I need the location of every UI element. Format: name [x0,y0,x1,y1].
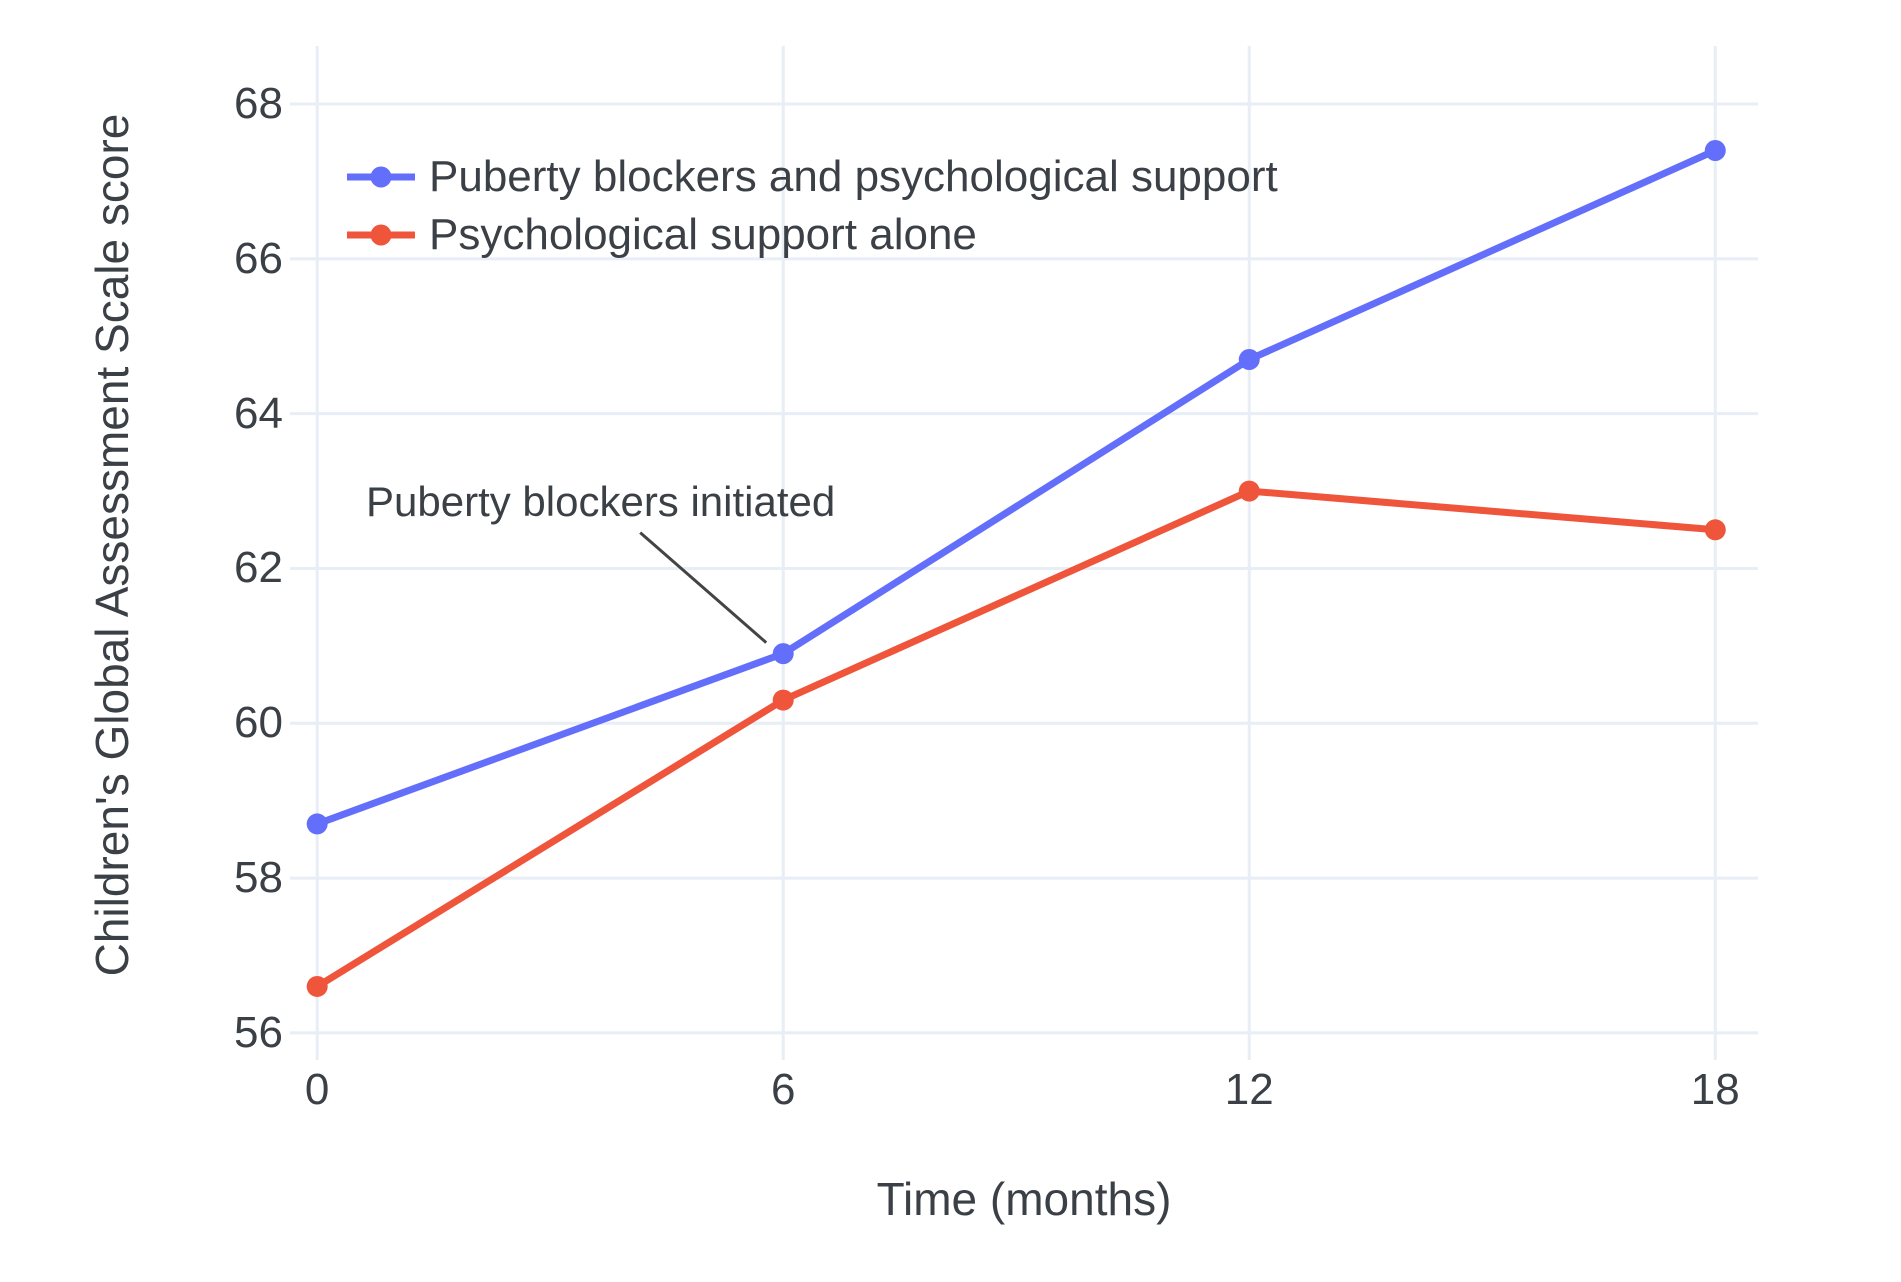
legend-item-1[interactable]: Psychological support alone [345,210,1278,259]
y-axis-tick-label: 58 [234,853,283,903]
y-axis-tick-label: 56 [234,1007,283,1057]
series-line-1 [313,487,1719,990]
x-axis-tick-label: 18 [1690,1065,1740,1114]
data-point-marker [1704,519,1726,541]
annotation-leader-line [639,531,768,644]
x-axis-tick-label: 6 [770,1065,796,1114]
data-point-marker [1238,480,1260,502]
data-point-marker [306,813,328,835]
data-point-marker [772,689,794,711]
legend-swatch-marker [370,166,392,188]
legend-item-label: Psychological support alone [429,210,977,259]
legend-line-marker-swatch [347,166,415,188]
y-axis-title: Children's Global Assessment Scale score [86,113,138,977]
legend-item-0[interactable]: Puberty blockers and psychological suppo… [345,152,1278,201]
x-axis-tick-label: 0 [304,1065,330,1114]
data-point-marker [772,643,794,665]
data-point-marker [1704,139,1726,161]
y-axis-tick-label: 60 [234,698,283,748]
y-axis-tick-label: 68 [234,79,283,129]
data-point-marker [306,975,328,997]
y-axis-tick-label: 64 [234,388,283,438]
legend: Puberty blockers and psychological suppo… [345,152,1278,259]
data-point-marker [1238,348,1260,370]
y-axis-tick-label: 62 [234,543,283,593]
series-line-0 [313,146,1719,828]
legend-line-marker-swatch [347,224,415,246]
x-axis-tick-label: 12 [1224,1065,1274,1114]
x-axis-title: Time (months) [876,1173,1172,1225]
legend-item-label: Puberty blockers and psychological suppo… [429,152,1278,201]
y-axis-tick-label: 66 [234,233,283,283]
annotation-text: Puberty blockers initiated [366,478,836,525]
legend-swatch-marker [370,224,392,246]
